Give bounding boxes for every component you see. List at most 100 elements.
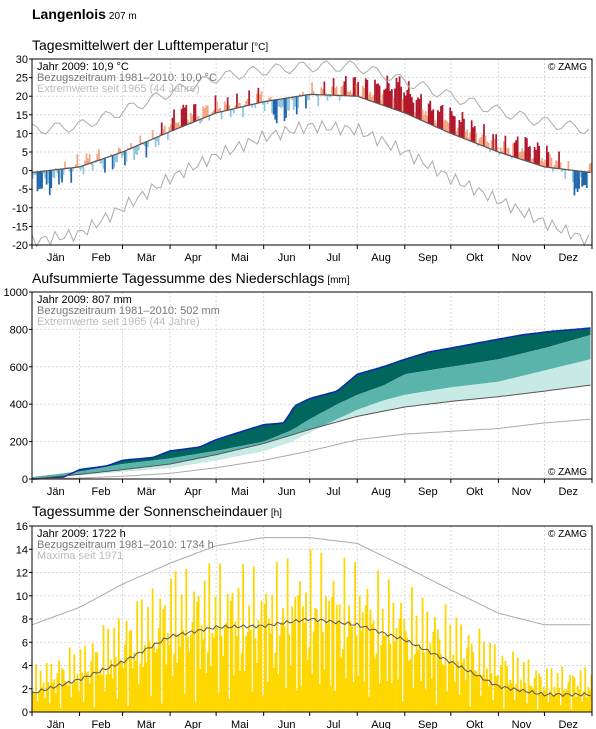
temp-anomaly-bar — [193, 104, 195, 123]
sun-daily-bar — [569, 674, 571, 712]
temp-anomaly-bar — [559, 162, 562, 169]
sun-daily-bar — [325, 596, 327, 712]
sun-daily-bar — [84, 645, 87, 712]
temp-anomaly-bar — [208, 116, 211, 121]
temp-anomaly-bar — [323, 81, 326, 95]
sun-daily-bar — [154, 652, 157, 712]
sun-daily-bar — [213, 637, 215, 712]
sun-daily-bar — [133, 652, 136, 712]
precip-climate-mean-line — [31, 384, 591, 480]
sun-daily-bar — [105, 674, 108, 712]
temperature-title: Tagesmittelwert der Lufttemperatur [°C] — [32, 37, 268, 53]
temp-anomaly-bar — [263, 101, 266, 112]
temp-anomaly-bar — [53, 169, 56, 179]
precip-month-label: Feb — [92, 486, 111, 498]
sun-climate-mean-line — [31, 617, 591, 697]
temp-anomaly-bar — [214, 95, 217, 114]
sun-daily-bar — [424, 689, 427, 712]
sun-daily-bar — [240, 653, 243, 712]
sun-daily-bar — [130, 629, 133, 712]
sun-daily-bar — [236, 636, 238, 712]
temp-anomaly-bar — [137, 145, 140, 151]
temp-anomaly-bar — [312, 91, 315, 95]
sun-daily-bar — [492, 700, 495, 712]
temp-anomaly-bar — [79, 166, 82, 171]
temp-anomaly-bar — [395, 77, 398, 110]
temp-anomaly-bar — [272, 100, 275, 115]
sun-daily-bar — [496, 675, 499, 712]
temp-chart: -20 -15 -10 -5 0 5 10 15 20 25 30 Jän Feb Mär Apr Mai Ju… — [12, 54, 593, 264]
sun-daily-bar — [476, 674, 479, 712]
temp-anomaly-bar — [151, 129, 154, 140]
temp-anomaly-bar — [157, 136, 160, 146]
sun-daily-bar — [188, 651, 191, 712]
precip-month-label: Jun — [278, 486, 296, 498]
sun-daily-bar — [341, 649, 344, 712]
temp-anomaly-bar — [269, 96, 272, 101]
sun-daily-bar — [229, 600, 232, 712]
temp-ytick-label: 15 — [16, 110, 28, 122]
temp-anomaly-bar — [458, 120, 461, 137]
temp-anomaly-bar — [366, 80, 369, 100]
sun-daily-bar — [208, 563, 211, 712]
sun-chart: 0 2 4 6 8 10 12 14 16 Jän Feb Mär Apr Mai Jun Jul Aug Sep… — [16, 521, 593, 729]
sun-daily-bar — [249, 629, 252, 712]
temp-anomaly-bar — [372, 95, 375, 102]
precip-year-line — [31, 327, 591, 480]
temp-anomaly-bar — [229, 109, 232, 118]
temp-anomaly-bar — [509, 153, 511, 156]
temp-anomaly-bar — [102, 158, 105, 169]
sun-month-label: Nov — [512, 719, 532, 729]
temp-anomaly-bar — [85, 153, 88, 165]
sun-daily-bar — [472, 651, 475, 712]
sun-daily-bar — [157, 628, 160, 712]
temp-anomaly-bar — [561, 168, 564, 172]
sun-daily-bar — [55, 693, 57, 712]
temp-anomaly-bar — [226, 97, 229, 111]
sun-daily-bar — [286, 558, 289, 712]
temp-anomaly-bar — [415, 99, 418, 118]
temp-anomaly-bar — [329, 95, 332, 98]
sun-daily-bar — [168, 645, 171, 712]
sun-daily-bar — [418, 644, 421, 712]
sun-daily-bar — [104, 691, 106, 712]
sun-daily-bar — [576, 685, 579, 712]
sun-daily-bar — [578, 689, 581, 712]
sun-daily-bar — [170, 578, 172, 712]
temp-anomaly-bar — [374, 79, 376, 103]
temp-anomaly-bar — [411, 97, 413, 116]
temp-ytick-label: -15 — [12, 221, 28, 233]
sun-daily-bar — [386, 681, 389, 712]
temp-anomaly-bar — [234, 105, 237, 109]
sun-daily-bar — [403, 618, 406, 712]
sun-daily-bar — [165, 664, 168, 712]
temp-anomaly-bar — [368, 94, 370, 100]
temp-anomaly-bar — [101, 159, 103, 164]
temp-anomaly-bar — [486, 141, 488, 148]
temp-anomaly-bar — [156, 137, 159, 142]
sun-plot-border — [31, 525, 593, 713]
sun-daily-bar — [539, 676, 542, 712]
temp-anomaly-bar — [391, 89, 393, 109]
temp-anomaly-bar — [590, 162, 593, 173]
sun-daily-bar — [317, 621, 320, 712]
sun-daily-bar — [222, 656, 225, 712]
sun-daily-bar — [361, 612, 364, 712]
temp-anomaly-bar — [429, 100, 432, 124]
sun-daily-bar — [478, 628, 481, 712]
sun-daily-bar — [156, 649, 159, 712]
temp-anomaly-bar — [446, 121, 448, 132]
temp-anomaly-bar — [110, 154, 112, 157]
sun-daily-bar — [337, 621, 340, 712]
temp-anomaly-bar — [466, 129, 468, 140]
sun-daily-bar — [171, 676, 174, 712]
sun-daily-bar — [210, 666, 212, 712]
temp-month-label: Jul — [326, 252, 340, 264]
temp-anomaly-bar — [386, 75, 389, 107]
sun-daily-bar — [98, 674, 100, 712]
temp-anomaly-bar — [35, 172, 37, 176]
sun-daily-bar — [194, 701, 197, 712]
temp-anomaly-bar — [447, 122, 450, 133]
temp-anomaly-bar — [36, 171, 39, 192]
temp-anomaly-bar — [145, 142, 148, 158]
